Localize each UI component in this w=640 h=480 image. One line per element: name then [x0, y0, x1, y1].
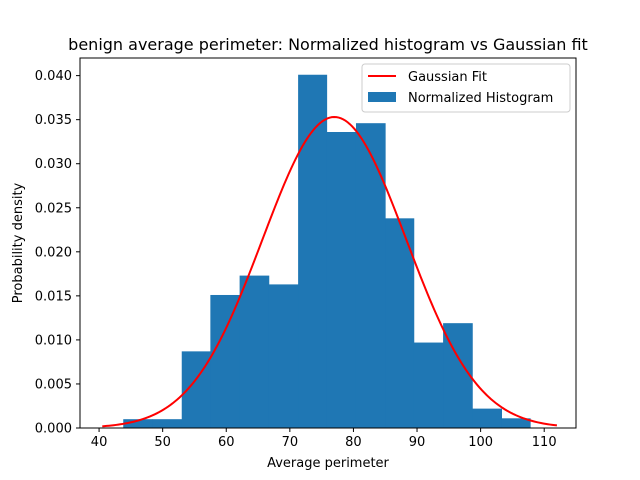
y-tick-label: 0.010	[35, 333, 72, 348]
chart-title: benign average perimeter: Normalized his…	[68, 35, 588, 54]
x-axis-label: Average perimeter	[267, 456, 389, 471]
histogram-bar	[123, 419, 153, 428]
y-tick-label: 0.035	[35, 113, 72, 128]
legend-histogram-swatch	[368, 92, 396, 102]
x-tick-label: 40	[91, 435, 108, 450]
y-axis-label: Probability density	[11, 182, 26, 303]
histogram-bars	[123, 74, 531, 429]
x-tick-label: 70	[282, 435, 299, 450]
axes	[79, 57, 577, 429]
histogram-bar	[152, 419, 183, 428]
x-tick-label: 100	[468, 435, 493, 450]
legend-gaussian-label: Gaussian Fit	[408, 70, 487, 85]
legend-histogram-label: Normalized Histogram	[408, 91, 553, 106]
y-tick-label: 0.040	[35, 69, 72, 84]
y-tick-label: 0.030	[35, 157, 72, 172]
x-tick-label: 80	[345, 435, 362, 450]
histogram-bar	[472, 408, 502, 428]
x-tick-label: 50	[154, 435, 171, 450]
gaussian-fit-line	[102, 115, 558, 428]
x-tick-label: 110	[532, 435, 557, 450]
histogram-bar	[268, 284, 299, 428]
y-tick-label: 0.020	[35, 245, 72, 260]
y-tick-label: 0.005	[35, 377, 72, 392]
y-tick-label: 0.000	[35, 422, 72, 437]
x-tick-label: 90	[409, 435, 426, 450]
histogram-bar	[239, 275, 270, 428]
histogram-bar	[385, 218, 415, 428]
y-axis-ticks: 0.000 0.005 0.010 0.015 0.020 0.025 0.030 0.035…	[35, 69, 80, 437]
x-axis-ticks: 40 50 60 70 80 90 100 110	[91, 428, 557, 450]
histogram-bar	[326, 132, 357, 428]
histogram-bar	[355, 123, 386, 428]
x-tick-label: 60	[218, 435, 235, 450]
histogram-bar	[413, 342, 444, 428]
histogram-bar	[298, 74, 328, 429]
y-tick-label: 0.025	[35, 201, 72, 216]
y-tick-label: 0.015	[35, 289, 72, 304]
histogram-bar	[501, 418, 531, 428]
legend-box	[361, 63, 571, 113]
histogram-bar	[210, 294, 241, 428]
legend: Gaussian Fit Normalized Histogram	[361, 63, 571, 113]
plot-area-frame	[79, 57, 577, 429]
